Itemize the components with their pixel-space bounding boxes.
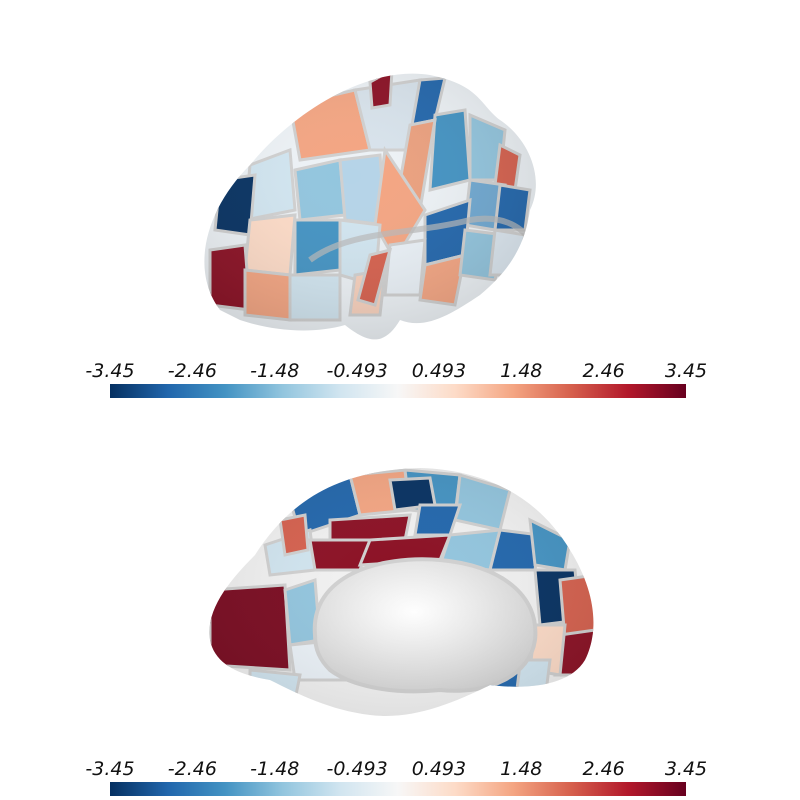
- colorbar-gradient: [110, 782, 686, 796]
- colorbar-tick: 3.45: [664, 360, 708, 382]
- colorbar-tick: 2.46: [582, 758, 625, 780]
- colorbar-tick: -1.48: [250, 758, 300, 780]
- colorbar-tick: 2.46: [582, 360, 625, 382]
- colorbar-tick: -1.48: [250, 360, 300, 382]
- colorbar-tick: 0.493: [411, 758, 467, 780]
- colorbar-top: -3.45 -2.46 -1.48 -0.493 0.493 1.48 2.46…: [85, 360, 707, 398]
- colorbar-tick-labels: -3.45 -2.46 -1.48 -0.493 0.493 1.48 2.46…: [85, 758, 707, 780]
- colorbar-tick: -3.45: [85, 758, 135, 780]
- colorbar-tick: 1.48: [500, 360, 543, 382]
- colorbar-tick: 0.493: [411, 360, 467, 382]
- colorbar-tick: -0.493: [326, 758, 388, 780]
- colorbar-tick: -3.45: [85, 360, 135, 382]
- colorbar-tick-labels: -3.45 -2.46 -1.48 -0.493 0.493 1.48 2.46…: [85, 360, 707, 382]
- colorbar-bottom: -3.45 -2.46 -1.48 -0.493 0.493 1.48 2.46…: [85, 758, 707, 796]
- colorbar-gradient: [110, 384, 686, 398]
- brain-surface-lateral: [204, 73, 536, 340]
- colorbar-tick: -2.46: [167, 758, 217, 780]
- brain-surface-medial: [209, 468, 594, 716]
- colorbar-tick: 3.45: [664, 758, 708, 780]
- colorbar-tick: -2.46: [167, 360, 217, 382]
- colorbar-tick: -0.493: [326, 360, 388, 382]
- colorbar-tick: 1.48: [500, 758, 543, 780]
